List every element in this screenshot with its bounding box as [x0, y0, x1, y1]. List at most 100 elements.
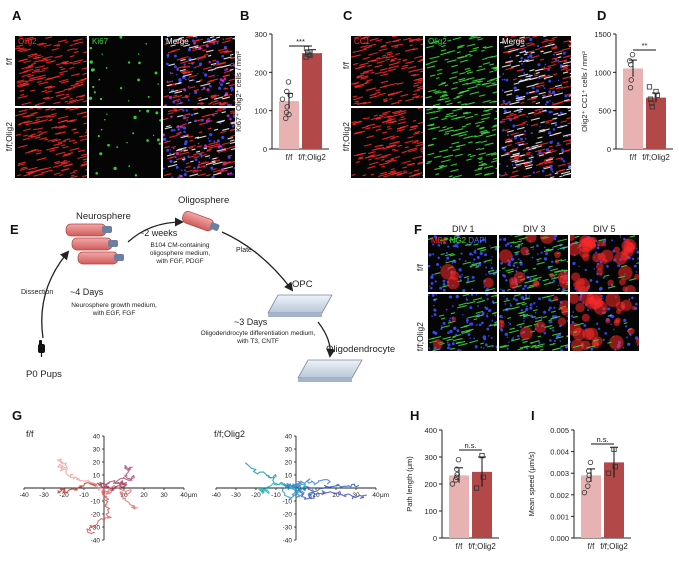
x-tick-label: 10 [312, 492, 320, 499]
y-tick-label: 0 [433, 534, 437, 543]
cell-track [86, 487, 112, 535]
y-tick-label: -40 [91, 538, 101, 545]
oligodendrocyte-plate-icon [297, 359, 363, 382]
panel-f-tile-r1-c2 [499, 235, 568, 292]
panel-g-right-title: f/f;Olig2 [214, 429, 246, 439]
x-tick-label: 30 [160, 492, 168, 499]
panel-a-tile-r1-c3: Merge [163, 36, 235, 106]
y-axis-label: Olig2⁺ CC1⁺ cells / mm² [580, 51, 589, 132]
y-tick-label: 0.004 [550, 448, 569, 457]
x-tick-label: -40 [20, 492, 29, 499]
label-dissection: Dissection [21, 289, 54, 296]
x-tick-label: f/f;Olig2 [298, 153, 326, 162]
label-oligodendrocyte: Oligodendrocyte [326, 344, 396, 355]
data-point [627, 58, 633, 64]
y-tick-label: 300 [254, 30, 267, 39]
significance-label: n.s. [596, 435, 608, 444]
x-tick-label: f/f [456, 542, 463, 551]
x-tick-label: -30 [231, 492, 241, 499]
panel-c-tile-r1-c3: Merge [499, 36, 571, 106]
x-tick-label: -30 [39, 492, 49, 499]
data-point [286, 111, 292, 118]
panel-g-left-title: f/f [26, 429, 34, 439]
y-axis-label: Mean speed (μm/s) [527, 451, 536, 516]
data-point [287, 92, 293, 99]
panel-c-tile-r1-c1-channel-label: CC1 [354, 37, 371, 46]
panel-c-tile-r2-c2 [425, 108, 497, 178]
panel-e-diagram [38, 211, 363, 382]
x-axis-unit: μm [380, 492, 389, 499]
bar-1 [449, 475, 469, 538]
y-tick-label: 0.002 [550, 491, 569, 500]
data-point [581, 489, 588, 496]
cell-track [295, 483, 360, 499]
panel-f-stain-label-mbp: MBP [431, 236, 449, 245]
panel-label-b: B [240, 8, 250, 23]
x-tick-label: 40 [372, 492, 380, 499]
y-tick-label: 100 [424, 507, 437, 516]
data-point [284, 104, 290, 110]
panel-c-row-label-ff: f/f [341, 62, 351, 70]
y-tick-label: 30 [93, 447, 101, 454]
panel-c-row-label-ffolig2: f/f;Olig2 [341, 122, 351, 152]
data-point [453, 474, 460, 480]
cell-track [285, 478, 331, 492]
panel-c-tile-r2-c3 [499, 108, 571, 178]
cell-track [103, 465, 135, 489]
panel-a-tile-r2-c3 [163, 108, 235, 178]
x-tick-label: 40 [180, 492, 188, 499]
y-tick-label: 100 [254, 107, 267, 116]
cell-track [258, 482, 306, 495]
x-tick-label: f/f [630, 153, 637, 162]
x-tick-label: -20 [59, 492, 69, 499]
neurosphere-flasks-icon [65, 223, 124, 265]
data-point [585, 483, 591, 489]
data-point [628, 61, 634, 68]
panel-label-i: I [531, 408, 535, 423]
data-point [611, 446, 617, 453]
y-tick-label: 0 [263, 145, 267, 154]
cell-track [281, 484, 305, 500]
panel-f-tile-r2-c2 [499, 294, 568, 351]
panel-a-tile-r1-c1-channel-label: Olig2 [18, 37, 37, 46]
x-tick-label: 10 [120, 492, 128, 499]
y-axis-label: Ki67⁺ Olig2⁺ cells / mm² [234, 51, 243, 132]
data-point [454, 471, 460, 478]
y-tick-label: -10 [283, 499, 293, 506]
panel-label-a: A [12, 8, 22, 23]
label-three-days: ~3 Days [234, 317, 268, 327]
data-point [629, 52, 636, 58]
significance-label: n.s. [464, 441, 476, 450]
x-tick-label: f/f;Olig2 [600, 542, 628, 551]
panel-g-right-tracks: -40 -30 -20 -10 10 20 30 40 μm40302010-10-20-30-… [212, 434, 389, 545]
x-tick-label: 30 [352, 492, 360, 499]
y-axis-label: Path length (μm) [405, 456, 414, 512]
data-point [455, 457, 462, 463]
data-point [307, 52, 313, 59]
y-tick-label: 20 [285, 460, 293, 467]
data-point [646, 84, 653, 90]
x-tick-label: f/f [588, 542, 595, 551]
panel-a-row-label-ff: f/f [4, 58, 14, 66]
y-tick-label: -20 [91, 512, 101, 519]
arrow-dissection [41, 250, 70, 339]
cell-track [57, 482, 105, 494]
bar-1 [623, 68, 643, 149]
panel-i-chart: 0.000 0.001 0.002 0.003 0.004 0.005 Mean speed… [527, 426, 631, 551]
mouse-pup-icon [38, 340, 45, 357]
panel-b-chart: 0 100 200 300 Ki67⁺ Olig2⁺ cells / mm² f/f f/f… [234, 30, 329, 162]
data-point [454, 466, 460, 472]
panel-f-stain-label-dapi: DAPI [468, 236, 487, 245]
panel-f-tile-r1-c1: MBP NG2 DAPI [428, 235, 497, 292]
data-point [479, 453, 485, 459]
y-tick-label: 200 [254, 68, 267, 77]
panel-c-tile-r1-c2-channel-label: Olig2 [428, 37, 447, 46]
significance-label: *** [296, 37, 305, 46]
y-tick-label: 40 [93, 434, 101, 441]
cell-track [295, 485, 367, 500]
data-point [480, 474, 486, 480]
label-oligosphere: Oligosphere [178, 195, 230, 206]
label-four-days: ~4 Days [70, 287, 104, 297]
panel-f-col-div5: DIV 5 [593, 224, 616, 234]
panel-d-chart: 0 500 1000 1500 Olig2⁺ CC1⁺ cells / mm² f/f f/… [580, 30, 673, 162]
